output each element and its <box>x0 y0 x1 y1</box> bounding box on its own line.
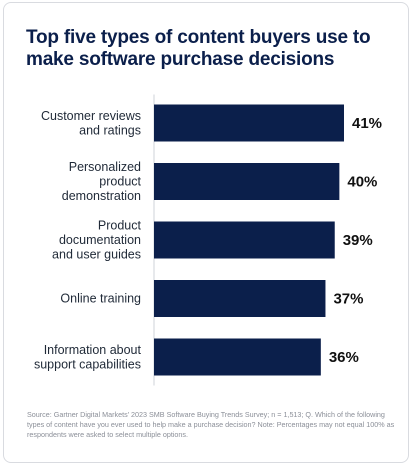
bar <box>154 104 344 142</box>
chart-title: Top five types of content buyers use to … <box>26 27 371 70</box>
data-label: 41% <box>352 115 382 132</box>
category-label-line: demonstration <box>62 189 141 203</box>
category-label-line: Personalized <box>69 160 141 174</box>
bar <box>154 221 335 259</box>
data-label: 39% <box>343 232 373 249</box>
category-label-line: documentation <box>59 233 141 247</box>
chart-card: Top five types of content buyers use to … <box>3 2 409 463</box>
bar <box>154 338 321 376</box>
source-note: Source: Gartner Digital Markets' 2023 SM… <box>27 410 395 439</box>
category-label: Online training <box>60 292 141 306</box>
category-label: Product documentation and user guides <box>52 219 141 262</box>
data-label: 36% <box>329 349 359 366</box>
bar <box>154 163 340 200</box>
category-label-line: and user guides <box>52 248 141 262</box>
category-label: Information about support capabilities <box>34 343 142 372</box>
data-label: 40% <box>347 174 377 191</box>
category-label-line: Information about <box>44 343 142 357</box>
category-label-line: support capabilities <box>34 357 141 371</box>
category-label-line: product <box>99 175 141 189</box>
bar <box>154 280 326 317</box>
category-label: Personalized product demonstration <box>62 160 142 203</box>
category-label-line: and ratings <box>79 123 141 137</box>
category-label-line: Customer reviews <box>41 109 141 123</box>
category-label-line: Online training <box>60 292 141 306</box>
bar-chart: 41% Customer reviews and ratings 40% Persona… <box>34 94 382 386</box>
category-label: Customer reviews and ratings <box>41 109 141 138</box>
data-label: 37% <box>333 291 363 308</box>
category-label-line: Product <box>98 219 142 233</box>
